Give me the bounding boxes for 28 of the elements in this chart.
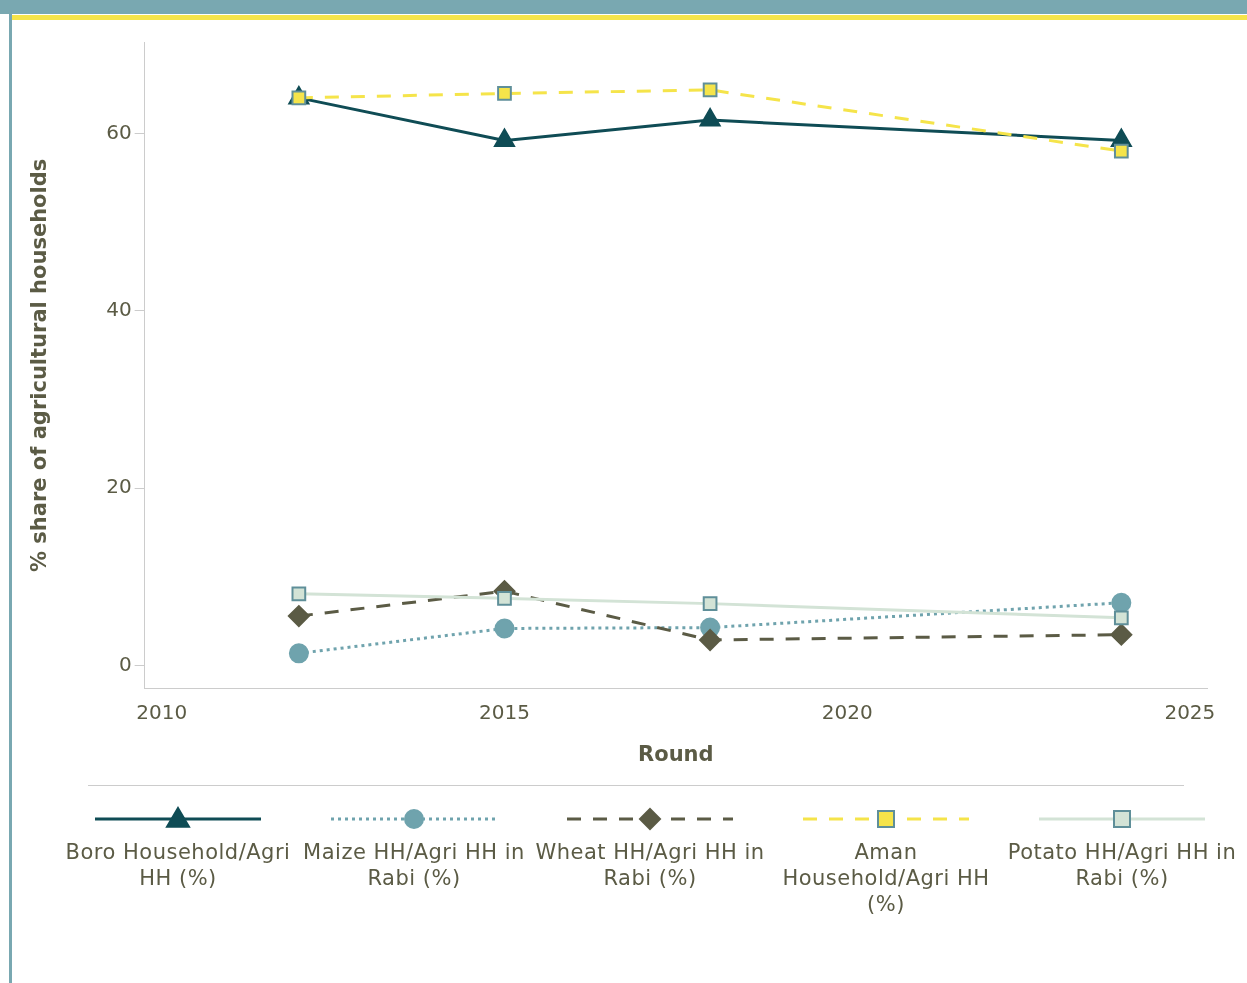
x-axis-title: Round	[638, 741, 714, 766]
x-tick-label: 2010	[136, 700, 188, 724]
legend-label: Potato HH/Agri HH in Rabi (%)	[1007, 840, 1237, 890]
x-tick-label: 2025	[1164, 700, 1216, 724]
legend-label: Maize HH/Agri HH in Rabi (%)	[303, 840, 525, 890]
point	[1113, 143, 1129, 159]
point	[497, 590, 512, 606]
y-tick-label: 20	[106, 474, 132, 499]
point	[702, 82, 718, 98]
legend-label: Wheat HH/Agri HH in Rabi (%)	[535, 840, 765, 890]
y-tick-label: 40	[106, 297, 132, 322]
point	[702, 596, 718, 611]
point	[699, 629, 722, 651]
point	[1113, 610, 1129, 626]
legend-label: Boro Household/Agri HH (%)	[65, 840, 291, 890]
x-tick-label: 2020	[821, 700, 873, 724]
point	[288, 643, 309, 664]
point	[291, 586, 307, 602]
point	[494, 618, 515, 639]
point	[287, 605, 310, 628]
y-tick-label: 60	[106, 119, 132, 144]
legend-label: Aman Household/Agri HH (%)	[782, 840, 990, 916]
point	[497, 86, 512, 101]
point	[1111, 592, 1132, 613]
point	[1110, 623, 1133, 646]
x-tick-label: 2015	[479, 700, 530, 724]
y-axis-title: % share of agricultural households	[27, 158, 52, 573]
y-tick-label: 0	[118, 651, 132, 676]
